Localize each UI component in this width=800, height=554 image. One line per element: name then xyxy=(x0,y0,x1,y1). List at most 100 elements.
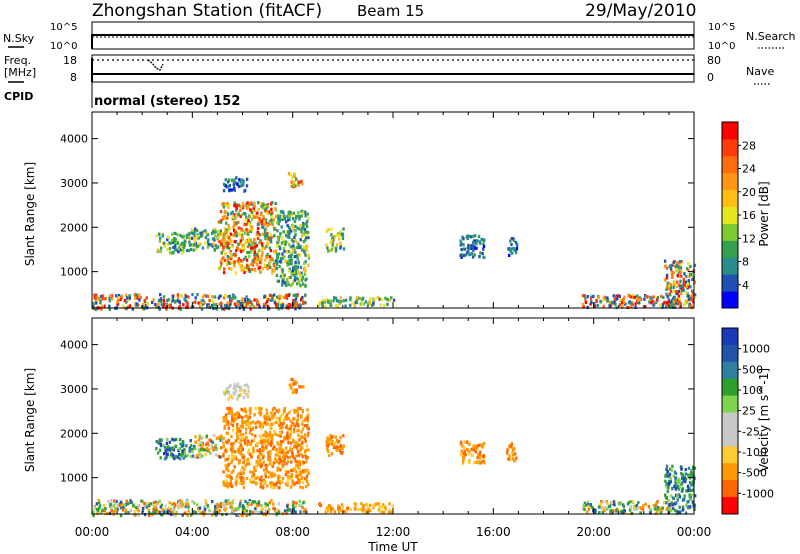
scatter-cell xyxy=(295,474,298,478)
scatter-cell xyxy=(225,506,228,510)
scatter-cell xyxy=(250,208,253,212)
scatter-cell xyxy=(682,507,685,511)
scatter-cell xyxy=(289,445,292,449)
scatter-cell xyxy=(359,302,362,306)
scatter-cell xyxy=(262,305,266,309)
scatter-cell xyxy=(290,229,293,233)
scatter-cell xyxy=(687,297,691,301)
scatter-cell xyxy=(292,250,295,254)
scatter-cell xyxy=(180,243,183,247)
scatter-cell xyxy=(296,450,300,454)
scatter-cell xyxy=(168,440,172,444)
scatter-cell xyxy=(288,258,291,262)
y-tick-label: 1000 xyxy=(60,472,88,485)
scatter-cell xyxy=(338,449,341,453)
scatter-cell xyxy=(670,468,673,472)
scatter-cell xyxy=(198,506,202,510)
scatter-cell xyxy=(112,504,115,508)
scatter-cell xyxy=(226,245,229,249)
scatter-cell xyxy=(259,485,262,489)
scatter-cell xyxy=(243,509,246,513)
scatter-cell xyxy=(239,499,242,503)
scatter-cell xyxy=(369,297,372,301)
scatter-cell xyxy=(159,246,163,250)
scatter-cell xyxy=(266,252,269,257)
scatter-cell xyxy=(259,411,263,415)
scatter-cell xyxy=(230,267,233,271)
scatter-cell xyxy=(286,483,289,487)
scatter-cell xyxy=(672,300,676,304)
scatter-cell xyxy=(133,293,137,297)
scatter-cell xyxy=(165,446,169,450)
scatter-cell xyxy=(239,443,243,447)
scatter-cell xyxy=(477,443,481,447)
scatter-cell xyxy=(227,499,230,503)
scatter-cell xyxy=(248,452,252,456)
scatter-cell xyxy=(246,383,249,387)
scatter-cell xyxy=(256,303,259,307)
scatter-cell xyxy=(256,300,260,304)
colorbar-tick-label: -1000 xyxy=(742,487,774,500)
scatter-cell xyxy=(294,510,297,514)
scatter-cell xyxy=(293,408,296,412)
scatter-cell xyxy=(294,307,297,311)
scatter-cell xyxy=(290,450,294,454)
scatter-cell xyxy=(203,293,206,297)
scatter-cell xyxy=(292,211,296,215)
scatter-cell xyxy=(462,253,466,258)
scatter-cell xyxy=(108,304,111,308)
scatter-cell xyxy=(481,252,484,256)
scatter-cell xyxy=(683,272,686,276)
scatter-cell xyxy=(122,304,125,308)
scatter-cell xyxy=(301,422,304,426)
scatter-cell xyxy=(621,304,624,308)
scatter-cell xyxy=(305,415,309,419)
scatter-cell xyxy=(677,510,680,514)
scatter-cell xyxy=(687,294,690,298)
scatter-cell xyxy=(134,302,137,306)
scatter-cell xyxy=(664,474,667,478)
scatter-cell xyxy=(300,453,303,457)
scatter-cell xyxy=(245,266,249,270)
scatter-cell xyxy=(176,299,179,303)
scatter-cell xyxy=(263,234,267,238)
scatter-cell xyxy=(658,507,662,511)
scatter-cell xyxy=(225,482,228,486)
scatter-cell xyxy=(462,237,465,241)
scatter-cell xyxy=(288,455,291,459)
scatter-cell xyxy=(339,443,343,448)
scatter-cell xyxy=(303,261,306,265)
scatter-cell xyxy=(466,251,469,255)
scatter-cell xyxy=(665,301,669,305)
scatter-cell xyxy=(621,511,625,515)
scatter-cell xyxy=(297,479,301,483)
scatter-cell xyxy=(171,455,175,459)
scatter-cell xyxy=(179,233,182,238)
scatter-cell xyxy=(222,205,226,209)
scatter-cell xyxy=(282,421,285,425)
scatter-cell xyxy=(329,437,332,441)
scatter-cell xyxy=(287,282,290,286)
scatter-cell xyxy=(665,501,668,505)
scatter-cell xyxy=(189,247,193,252)
scatter-cell xyxy=(240,259,243,263)
scatter-cell xyxy=(691,500,695,504)
scatter-cell xyxy=(281,280,284,284)
scatter-cell xyxy=(237,184,241,189)
scatter-cell xyxy=(639,511,642,515)
colorbar-tick-label: 8 xyxy=(742,256,749,269)
scatter-cell xyxy=(167,235,170,239)
scatter-cell xyxy=(195,244,198,249)
scatter-cell xyxy=(274,453,278,457)
scatter-cell xyxy=(158,307,161,311)
scatter-cell xyxy=(514,452,517,456)
scatter-cell xyxy=(297,428,300,432)
scatter-cell xyxy=(361,298,364,302)
scatter-cell xyxy=(125,296,129,300)
scatter-cell xyxy=(295,480,298,485)
scatter-cell xyxy=(329,241,332,245)
scatter-cell xyxy=(276,468,279,472)
scatter-cell xyxy=(327,228,330,232)
scatter-cell xyxy=(253,438,256,442)
scatter-region xyxy=(318,502,394,515)
